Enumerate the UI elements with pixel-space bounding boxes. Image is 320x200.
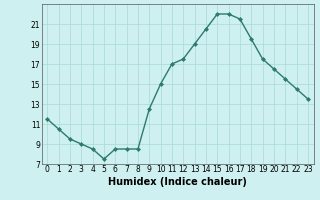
X-axis label: Humidex (Indice chaleur): Humidex (Indice chaleur) <box>108 177 247 187</box>
